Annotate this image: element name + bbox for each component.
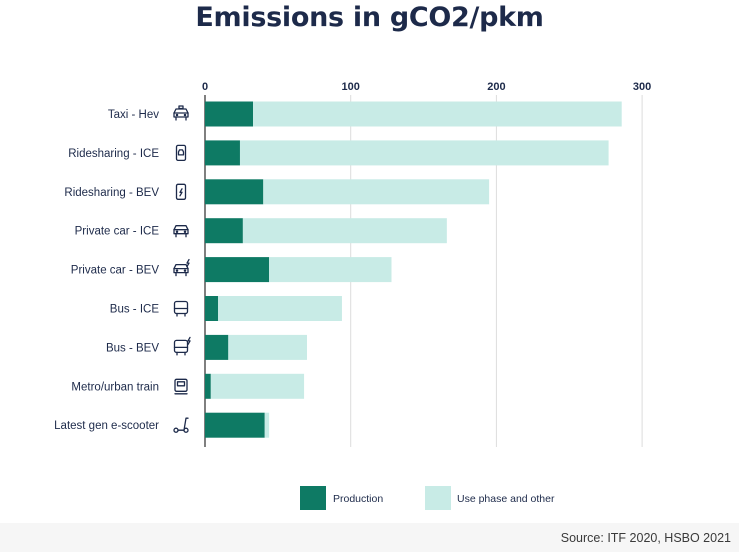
legend-swatch-production [300, 486, 326, 510]
category-label: Bus - ICE [110, 304, 160, 316]
legend: Production Use phase and other [300, 486, 555, 510]
bus-icon [173, 300, 189, 317]
bar-production [205, 334, 229, 360]
bar-production [205, 373, 211, 399]
x-axis-ticks: 0 100 200 300 [202, 81, 651, 93]
legend-label: Use phase and other [457, 493, 555, 505]
car-icon [173, 225, 189, 238]
category-icons [173, 105, 191, 433]
chart: 0 100 200 300 Taxi - Hev Ridesharing - ICE Ri… [54, 81, 651, 510]
electric-car-icon [173, 258, 190, 277]
legend-swatch-use-phase [425, 486, 451, 510]
category-label: Private car - BEV [71, 265, 160, 277]
ridesharing-phone-icon [175, 144, 187, 162]
category-label: Latest gen e-scooter [54, 420, 159, 432]
bar-production [205, 412, 265, 438]
bar-production [205, 296, 219, 321]
category-label: Ridesharing - BEV [64, 187, 159, 199]
scooter-icon [173, 417, 189, 433]
category-label: Bus - BEV [106, 342, 159, 354]
bar-production [205, 101, 254, 127]
bar-production [205, 257, 270, 283]
taxi-icon [173, 105, 189, 121]
category-label: Private car - ICE [75, 226, 160, 238]
bar-production [205, 179, 264, 205]
bar-use-phase [264, 412, 270, 438]
electric-bus-icon [173, 336, 191, 356]
bar-use-phase [263, 179, 490, 205]
chart-title: Emissions in gCO2/pkm [195, 2, 544, 33]
bar-production [205, 218, 243, 244]
x-tick-label: 300 [633, 81, 651, 93]
category-label: Metro/urban train [71, 381, 159, 393]
category-labels: Taxi - Hev Ridesharing - ICE Ridesharing -… [54, 109, 159, 432]
bar-use-phase [253, 101, 622, 127]
bar-production [205, 140, 240, 166]
x-tick-label: 0 [202, 81, 208, 93]
ridesharing-electric-phone-icon [175, 183, 187, 200]
source-note: Source: ITF 2020, HSBO 2021 [560, 531, 731, 545]
bar-use-phase [228, 334, 307, 360]
bar-use-phase [210, 373, 305, 399]
x-tick-label: 200 [487, 81, 505, 93]
category-label: Taxi - Hev [108, 109, 159, 121]
x-tick-label: 100 [342, 81, 360, 93]
category-label: Ridesharing - ICE [68, 148, 159, 160]
bar-use-phase [218, 296, 342, 321]
legend-label: Production [333, 493, 383, 505]
bar-use-phase [242, 218, 447, 244]
bar-use-phase [239, 140, 609, 166]
train-icon [174, 378, 188, 395]
footer-band [0, 523, 739, 552]
bar-use-phase [269, 257, 392, 283]
bars [205, 101, 622, 438]
